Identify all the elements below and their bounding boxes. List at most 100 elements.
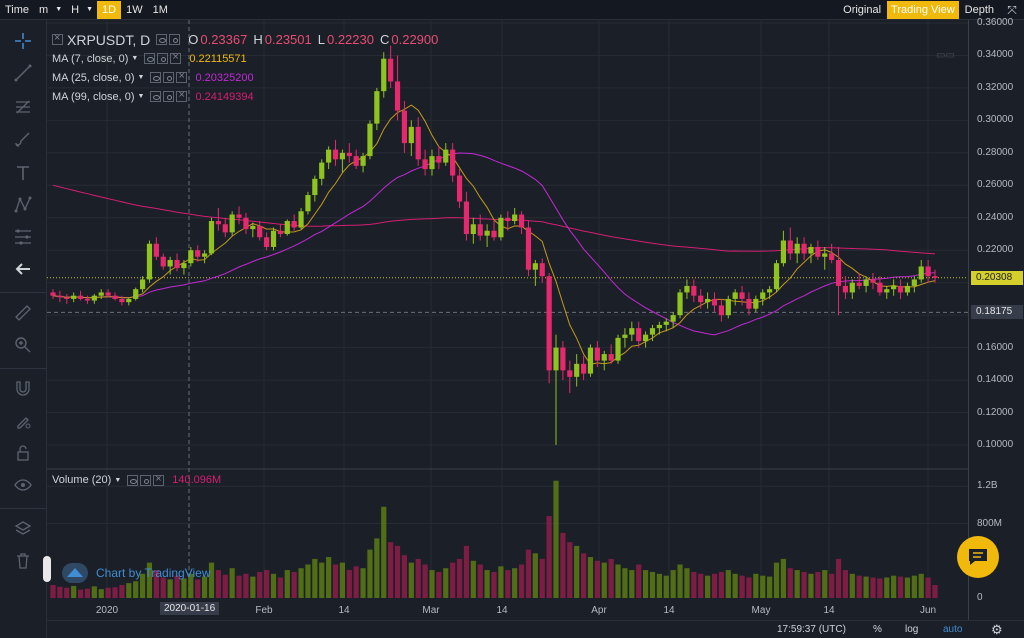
fib-retracement-icon[interactable]: [10, 94, 36, 120]
log-scale-toggle[interactable]: log: [905, 624, 919, 635]
gear-icon[interactable]: [157, 53, 169, 64]
candle-body: [753, 298, 759, 309]
zoom-in-icon[interactable]: [10, 332, 36, 358]
close-icon[interactable]: [170, 51, 182, 64]
collapse-icon[interactable]: [52, 32, 63, 45]
candle-body: [918, 266, 924, 280]
ruler-icon[interactable]: [10, 300, 36, 326]
unlock-icon[interactable]: [10, 440, 36, 466]
candle-body: [319, 162, 325, 179]
volume-bar: [264, 570, 270, 598]
clock[interactable]: 17:59:37 (UTC): [777, 624, 846, 635]
volume-bar: [567, 542, 573, 598]
gear-icon[interactable]: [140, 474, 152, 486]
text-tool-icon[interactable]: [10, 160, 36, 186]
view-original-button[interactable]: Original: [843, 4, 882, 16]
eye-icon[interactable]: [156, 34, 168, 45]
time-axis[interactable]: 2020-01-16 2020 Feb 14 Mar 14 Apr 14 May 14 Jun: [47, 600, 968, 620]
brush-icon[interactable]: [10, 126, 36, 152]
candle-body: [339, 152, 346, 160]
percent-scale-toggle[interactable]: %: [873, 624, 882, 635]
auto-scale-toggle[interactable]: auto: [943, 624, 963, 635]
candle-body: [498, 217, 504, 238]
trash-icon[interactable]: [10, 548, 36, 574]
volume-bar: [815, 571, 821, 598]
volume-bar: [112, 587, 118, 598]
volume-bar: [732, 573, 738, 598]
symbol-title[interactable]: XRPUSDT, D: [67, 31, 151, 48]
eye-icon[interactable]: [127, 474, 139, 486]
price-axis[interactable]: 0.36000 0.34000 0.32000 0.30000 0.28000 0.260…: [968, 17, 1024, 620]
gear-icon[interactable]: [169, 34, 181, 45]
candle-body: [767, 289, 773, 293]
gear-icon[interactable]: [163, 72, 175, 83]
chevron-down-icon[interactable]: ▼: [137, 93, 145, 100]
candle-body: [532, 263, 538, 270]
interval-1d[interactable]: 1D: [97, 0, 122, 19]
candle-body: [174, 259, 180, 269]
volume-bar: [863, 576, 869, 598]
eye-icon[interactable]: [150, 72, 162, 83]
volume-bar: [257, 571, 263, 598]
volume-bar: [801, 571, 807, 598]
interval-1m[interactable]: 1M: [152, 3, 168, 16]
pane-maximize-icon[interactable]: ▭▭: [936, 50, 955, 61]
volume-bar: [739, 575, 745, 598]
expand-icon[interactable]: ⤧: [1007, 3, 1017, 17]
interval-minutes[interactable]: m: [39, 3, 49, 16]
prediction-icon[interactable]: [10, 224, 36, 250]
gear-icon[interactable]: ⚙: [991, 622, 1003, 637]
eye-icon[interactable]: [144, 53, 156, 64]
chevron-down-icon[interactable]: ▼: [86, 6, 94, 13]
magnet-icon[interactable]: [10, 376, 36, 402]
volume-bar: [133, 581, 139, 598]
ma25-name[interactable]: MA (25, close, 0): [52, 71, 135, 84]
chevron-down-icon[interactable]: ▼: [114, 476, 122, 484]
candle-body: [587, 347, 594, 374]
chevron-down-icon[interactable]: ▼: [137, 74, 145, 81]
interval-1w[interactable]: 1W: [126, 3, 143, 16]
crosshair-icon[interactable]: [10, 28, 36, 54]
candle-body: [732, 292, 738, 299]
layers-icon[interactable]: [10, 516, 36, 542]
volume-bar: [374, 538, 380, 598]
view-depth-button[interactable]: Depth: [964, 4, 994, 16]
lock-drawing-icon[interactable]: [10, 408, 36, 434]
volume-bar: [119, 584, 125, 598]
toolbar-collapse-handle[interactable]: [43, 556, 51, 582]
volume-bar: [753, 573, 759, 598]
close-icon[interactable]: [176, 70, 188, 83]
close-icon[interactable]: [176, 89, 188, 102]
volume-bar: [897, 576, 904, 598]
chevron-down-icon[interactable]: ▼: [55, 6, 63, 13]
eye-icon[interactable]: [150, 91, 162, 102]
chevron-down-icon[interactable]: ▼: [131, 55, 139, 62]
volume-bar: [904, 577, 911, 598]
candle-body: [422, 159, 428, 170]
candle-body: [415, 126, 421, 160]
volume-bar: [305, 564, 311, 598]
volume-bar: [277, 577, 283, 598]
eye-icon[interactable]: [10, 472, 36, 498]
ma99-name[interactable]: MA (99, close, 0): [52, 90, 135, 103]
volume-bar: [698, 573, 704, 598]
chat-button[interactable]: [957, 536, 999, 578]
volume-bar: [270, 573, 277, 598]
chart-svg[interactable]: [47, 20, 968, 620]
volume-name[interactable]: Volume (20): [52, 474, 112, 486]
tradingview-watermark[interactable]: Chart by TradingView: [62, 563, 211, 583]
volume-bar: [498, 566, 504, 598]
view-tradingview-button[interactable]: Trading View: [887, 1, 959, 19]
ma7-name[interactable]: MA (7, close, 0): [52, 52, 129, 65]
volume-bar: [773, 562, 780, 598]
candle-body: [181, 263, 187, 269]
candle-body: [663, 321, 669, 325]
gear-icon[interactable]: [163, 91, 175, 102]
trend-line-icon[interactable]: [10, 60, 36, 86]
close-icon[interactable]: [153, 473, 165, 486]
price-chart[interactable]: [47, 20, 968, 620]
pattern-icon[interactable]: [10, 192, 36, 218]
back-arrow-icon[interactable]: [10, 256, 36, 282]
candle-body: [346, 152, 352, 157]
interval-hours[interactable]: H: [71, 3, 80, 16]
